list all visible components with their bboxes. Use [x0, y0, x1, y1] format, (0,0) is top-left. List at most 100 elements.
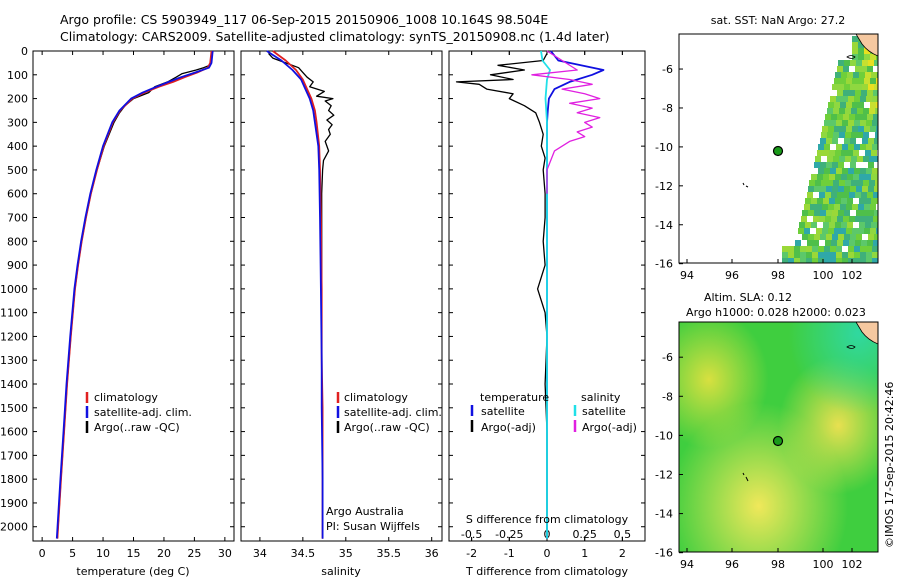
sst-cell [854, 144, 860, 150]
sst-cell [794, 252, 800, 258]
sst-cell [806, 258, 812, 263]
sst-cell [860, 246, 866, 252]
sst-cell [855, 192, 861, 198]
sst-cell [799, 222, 805, 228]
sst-cell [847, 198, 853, 204]
sst-cell [828, 228, 834, 234]
sst-cell [875, 156, 878, 162]
sst-cell [866, 168, 872, 174]
sst-cell [814, 234, 820, 240]
sst-cell [822, 126, 828, 132]
sst-cell [867, 66, 873, 72]
sst-cell [857, 132, 863, 138]
sst-cell [846, 78, 852, 84]
sst-cell [853, 72, 859, 78]
sst-cell [855, 114, 861, 120]
sst-cell [871, 174, 877, 180]
sst-cell [829, 174, 835, 180]
salinity-x-tick-label: 35 [339, 547, 353, 560]
sst-cell [825, 240, 831, 246]
sst-cell [858, 78, 864, 84]
legend-s-title: salinity [581, 391, 621, 404]
sst-cell [834, 228, 840, 234]
depth-tick-label: 1400 [0, 378, 28, 391]
sst-cell [822, 204, 828, 210]
sst-cell [871, 72, 877, 78]
sst-cell [826, 234, 832, 240]
sst-cell [870, 54, 876, 60]
sst-cell [833, 108, 839, 114]
sst-cell [876, 54, 878, 60]
sst-cell [818, 252, 824, 258]
map-y-tick-label: -10 [655, 429, 673, 442]
sst-cell [871, 150, 877, 156]
sst-cell [829, 150, 835, 156]
sst-cell [843, 90, 849, 96]
sst-cell [782, 252, 788, 258]
sst-cell [860, 96, 866, 102]
sst-cell [835, 222, 841, 228]
sst-cell [837, 114, 843, 120]
sst-cell [852, 36, 858, 42]
sst-cell [861, 114, 867, 120]
map-x-tick-label: 102 [842, 558, 863, 571]
sst-cell [847, 150, 853, 156]
sst-cell [836, 246, 842, 252]
sst-cell [827, 180, 833, 186]
temperature-x-tick-label: 0 [39, 547, 46, 560]
sst-cell [840, 78, 846, 84]
legend-t-argo-label: Argo(-adj) [481, 421, 536, 434]
sst-cell [818, 258, 824, 263]
sst-cell [869, 180, 875, 186]
difference-t-tick-label: 0 [544, 547, 551, 560]
sst-cell [818, 144, 824, 150]
sst-cell [868, 210, 874, 216]
sst-cell [863, 132, 869, 138]
sst-cell [804, 228, 810, 234]
sst-cell [851, 180, 857, 186]
sst-cell [873, 240, 878, 246]
map-x-tick-label: 100 [813, 558, 834, 571]
depth-tick-label: 300 [7, 116, 28, 129]
sst-cell [836, 120, 842, 126]
sst-cell [848, 144, 854, 150]
sst-cell [864, 204, 870, 210]
depth-tick-label: 1200 [0, 330, 28, 343]
sst-cell [835, 198, 841, 204]
sst-cell [824, 246, 830, 252]
sst-cell [842, 96, 848, 102]
temperature-plot-frame [32, 50, 235, 542]
temperature-x-tick-label: 15 [127, 547, 141, 560]
map1-small-island [742, 182, 749, 188]
sst-cell [800, 246, 806, 252]
map-y-tick-label: -8 [662, 390, 673, 403]
sst-cell [823, 150, 829, 156]
sst-cell [806, 252, 812, 258]
sst-cell [865, 72, 871, 78]
difference-legend: temperature satellite Argo(-adj) salinit… [470, 391, 637, 434]
sst-cell [875, 108, 878, 114]
sst-cell [848, 96, 854, 102]
map-x-tick-label: 94 [680, 269, 694, 282]
salinity-note-pi: PI: Susan Wijffels [326, 520, 420, 533]
legend-clim-label: climatology [344, 391, 408, 404]
sst-cell [843, 240, 849, 246]
sst-cell [802, 210, 808, 216]
sst-cell [846, 102, 852, 108]
sst-cell [844, 210, 850, 216]
depth-tick-label: 1800 [0, 473, 28, 486]
sst-cell [850, 234, 856, 240]
sst-cell [867, 90, 873, 96]
sst-cell [867, 192, 873, 198]
sst-cell [850, 60, 856, 66]
map-y-tick-label: -12 [655, 468, 673, 481]
sst-cell [832, 84, 838, 90]
sst-cell [811, 174, 817, 180]
sst-cell [823, 174, 829, 180]
sst-cell [827, 156, 833, 162]
sst-cell [855, 66, 861, 72]
sst-cell [861, 66, 867, 72]
sst-cell [840, 228, 846, 234]
depth-tick-label: 1000 [0, 283, 28, 296]
